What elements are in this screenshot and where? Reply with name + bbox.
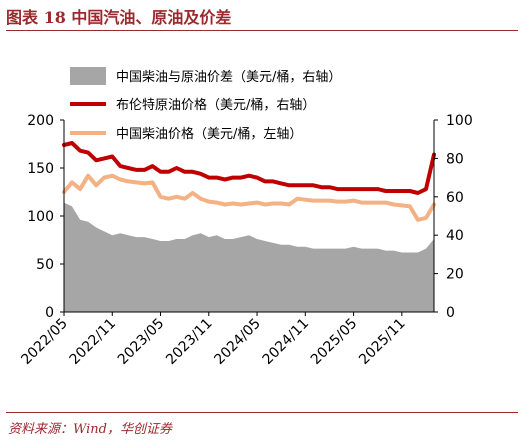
legend-label: 中国柴油价格（美元/桶，左轴）	[116, 126, 302, 142]
left-tick-label: 200	[27, 113, 54, 129]
left-tick-label: 150	[27, 161, 54, 177]
right-tick-label: 0	[446, 305, 455, 321]
right-tick-label: 100	[446, 113, 473, 129]
series-line-china-diesel	[62, 173, 436, 222]
series-area-spread	[64, 202, 434, 312]
legend-label: 中国柴油与原油价差（美元/桶，右轴）	[116, 70, 341, 85]
x-tick-label: 2023/11	[163, 316, 215, 368]
source-divider	[6, 412, 518, 413]
chart-title: 图表 18 中国汽油、原油及价差	[6, 8, 232, 27]
x-tick-label: 2024/05	[211, 316, 263, 368]
left-tick-label: 0	[45, 305, 54, 321]
legend-swatch-spread	[70, 67, 106, 85]
right-tick-label: 80	[446, 151, 464, 167]
x-tick-label: 2024/11	[260, 316, 312, 368]
title-divider	[6, 30, 518, 31]
x-tick-label: 2023/05	[115, 316, 167, 368]
x-tick-label: 2025/11	[356, 316, 408, 368]
left-tick-label: 100	[27, 209, 54, 225]
x-tick-label: 2025/05	[308, 316, 360, 368]
series-line-brent	[62, 141, 436, 195]
left-tick-label: 50	[36, 257, 54, 273]
right-tick-label: 20	[446, 267, 464, 283]
x-tick-label: 2022/05	[18, 316, 70, 368]
legend-label: 布伦特原油价格（美元/桶，右轴）	[116, 97, 315, 113]
right-tick-label: 40	[446, 228, 464, 244]
x-tick-label: 2022/11	[67, 316, 119, 368]
source-note: 资料来源：Wind，华创证券	[8, 422, 172, 437]
right-tick-label: 60	[446, 190, 464, 206]
